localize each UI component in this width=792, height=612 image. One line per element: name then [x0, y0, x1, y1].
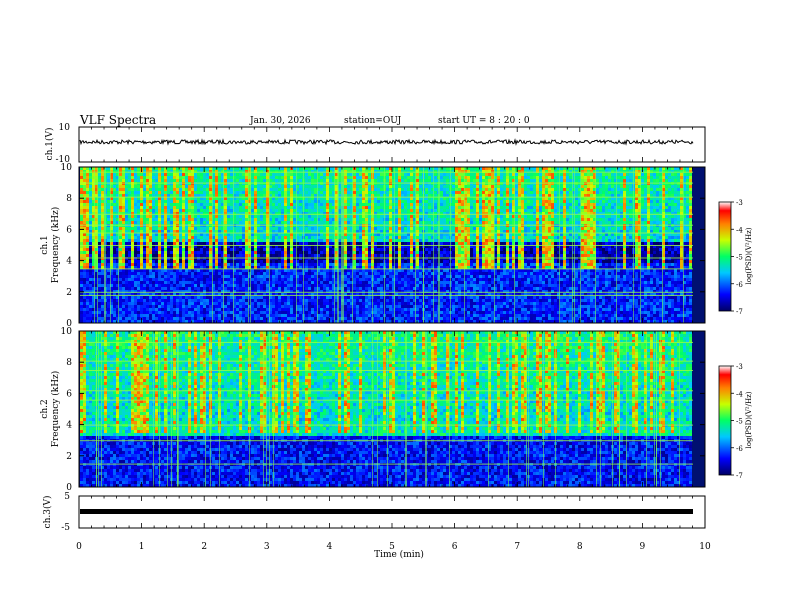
ch3-waveform-panel: 5 -5 ch.3(V) — [42, 492, 706, 533]
freq-tick-label: 10 — [61, 163, 73, 173]
ch2-spectrogram-image — [80, 331, 693, 487]
freq-tick-label: 2 — [66, 288, 72, 298]
colorbar-tick-label: -4 — [736, 390, 743, 398]
ch1-colorbar: -3 -4 -5 -6 -7 log(PSD)(V²/Hz) — [718, 199, 753, 316]
ch2-colorbar-label: log(PSD)(V²/Hz) — [745, 391, 753, 448]
time-tick-label: 9 — [640, 542, 646, 552]
colorbar-tick-label: -3 — [736, 363, 743, 371]
freq-tick-label: 10 — [61, 327, 73, 337]
freq-tick-label: 4 — [66, 421, 72, 431]
ch3-ytick-top: 5 — [64, 492, 70, 502]
ch1-spectrogram-image — [80, 167, 693, 323]
colorbar-tick-label: -7 — [736, 472, 743, 480]
colorbar-tick-label: -6 — [736, 281, 743, 289]
ch2-frequency-ylabel: Frequency (kHz) — [50, 371, 61, 448]
ch3-waveform-trace — [80, 509, 693, 514]
ch1-ytick-bottom: -10 — [56, 155, 71, 165]
ch3-waveform-ylabel: ch.3(V) — [42, 496, 53, 529]
time-tick-label: 6 — [452, 542, 458, 552]
freq-tick-label: 8 — [66, 358, 72, 368]
freq-tick-label: 4 — [66, 257, 72, 267]
colorbar-tick-label: -5 — [736, 418, 743, 426]
time-axis-label: Time (min) — [374, 549, 424, 560]
ch1-waveform-frame — [78, 126, 706, 163]
time-tick-label: 3 — [264, 542, 270, 552]
ch3-ytick-bottom: -5 — [61, 523, 70, 533]
time-axis: 0 1 2 3 4 5 6 7 8 9 10 — [76, 127, 711, 552]
ch1-waveform-panel: 10 -10 ch.1(V) — [44, 123, 706, 165]
time-tick-label: 1 — [139, 542, 145, 552]
colorbar-tick-label: -4 — [736, 226, 743, 234]
ch2-channel-label: ch.2 — [40, 399, 50, 418]
time-tick-label: 4 — [327, 542, 333, 552]
time-tick-label: 0 — [76, 542, 82, 552]
station-label: station=OUJ — [344, 116, 402, 126]
colorbar-tick-label: -7 — [736, 308, 743, 316]
freq-tick-label: 6 — [66, 389, 72, 399]
ch1-colorbar-scale — [718, 201, 732, 312]
colorbar-tick-label: -6 — [736, 445, 743, 453]
ch2-colorbar: -3 -4 -5 -6 -7 log(PSD)(V²/Hz) — [718, 363, 753, 480]
freq-tick-label: 0 — [66, 319, 72, 329]
ch1-waveform-trace — [79, 138, 694, 146]
ch1-colorbar-label: log(PSD)(V²/Hz) — [745, 227, 753, 284]
freq-tick-label: 8 — [66, 194, 72, 204]
colorbar-tick-label: -3 — [736, 199, 743, 207]
start-ut-label: start UT = 8 : 20 : 0 — [438, 116, 530, 126]
ch2-colorbar-scale — [718, 365, 732, 476]
freq-tick-label: 0 — [66, 483, 72, 493]
colorbar-tick-label: -5 — [736, 254, 743, 262]
freq-tick-label: 2 — [66, 452, 72, 462]
time-tick-label: 5 — [389, 542, 395, 552]
figure-title: VLF Spectra — [79, 113, 156, 127]
freq-tick-label: 6 — [66, 225, 72, 235]
time-tick-label: 7 — [514, 542, 520, 552]
ch1-ytick-top: 10 — [59, 123, 71, 133]
ch2-spectrogram-panel: 0 2 4 6 8 10 ch.2 Frequency (kHz) — [40, 327, 706, 493]
time-tick-label: 10 — [699, 542, 711, 552]
date-label: Jan. 30, 2026 — [249, 116, 311, 126]
ch1-waveform-ylabel: ch.1(V) — [44, 128, 55, 161]
ch1-channel-label: ch.1 — [40, 235, 50, 254]
ch1-spectrogram-panel: 0 2 4 6 8 10 ch.1 Frequency (kHz) — [40, 163, 706, 329]
time-tick-label: 8 — [577, 542, 583, 552]
ch1-frequency-ylabel: Frequency (kHz) — [50, 207, 61, 284]
time-tick-label: 2 — [201, 542, 207, 552]
